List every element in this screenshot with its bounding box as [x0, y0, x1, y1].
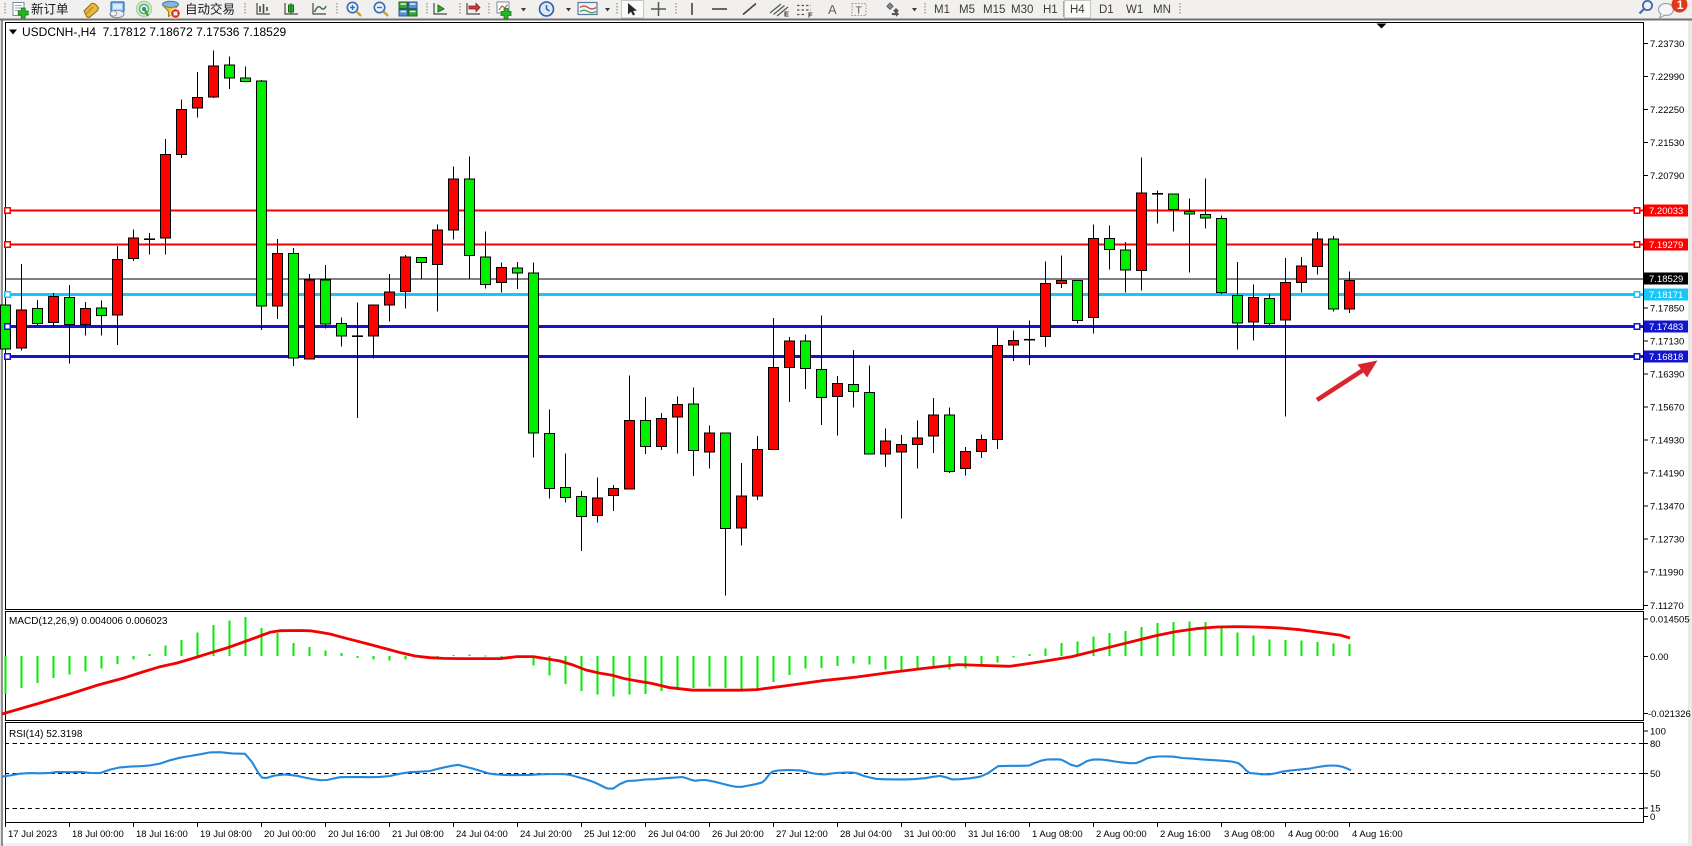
svg-text:50: 50 [1650, 769, 1661, 780]
svg-text:A: A [828, 2, 837, 17]
svg-text:H4: H4 [1070, 4, 1085, 16]
svg-text:MN: MN [1153, 4, 1171, 16]
svg-text:T: T [856, 5, 863, 17]
svg-text:80: 80 [1650, 739, 1661, 750]
svg-text:7.16818: 7.16818 [1649, 352, 1683, 363]
svg-text:27 Jul 12:00: 27 Jul 12:00 [776, 829, 828, 840]
svg-text:7.19279: 7.19279 [1649, 240, 1683, 251]
svg-text:26 Jul 04:00: 26 Jul 04:00 [648, 829, 700, 840]
svg-text:E: E [784, 10, 789, 19]
svg-text:31 Jul 00:00: 31 Jul 00:00 [904, 829, 956, 840]
svg-text:7.11270: 7.11270 [1650, 601, 1684, 612]
svg-text:7.20790: 7.20790 [1650, 171, 1684, 182]
svg-text:W1: W1 [1126, 4, 1143, 16]
svg-text:新订单: 新订单 [31, 2, 69, 17]
svg-text:7.14190: 7.14190 [1650, 469, 1684, 480]
svg-text:7.18529: 7.18529 [1649, 274, 1683, 285]
svg-text:1: 1 [1677, 0, 1684, 12]
svg-text:0.014505: 0.014505 [1650, 614, 1690, 625]
svg-text:18 Jul 16:00: 18 Jul 16:00 [136, 829, 188, 840]
svg-text:26 Jul 20:00: 26 Jul 20:00 [712, 829, 764, 840]
svg-text:7.20033: 7.20033 [1649, 206, 1683, 217]
svg-text:M15: M15 [983, 4, 1005, 16]
svg-text:RSI(14) 52.3198: RSI(14) 52.3198 [9, 729, 83, 740]
svg-text:7.12730: 7.12730 [1650, 535, 1684, 546]
svg-text:MACD(12,26,9) 0.004006 0.00602: MACD(12,26,9) 0.004006 0.006023 [9, 616, 168, 627]
svg-text:20 Jul 16:00: 20 Jul 16:00 [328, 829, 380, 840]
svg-text:USDCNH-,H4 7.17812 7.18672 7.: USDCNH-,H4 7.17812 7.18672 7.17536 7.185… [22, 25, 287, 39]
svg-text:2 Aug 00:00: 2 Aug 00:00 [1096, 829, 1147, 840]
svg-text:1 Aug 08:00: 1 Aug 08:00 [1032, 829, 1083, 840]
svg-text:24 Jul 20:00: 24 Jul 20:00 [520, 829, 572, 840]
svg-text:0.00: 0.00 [1650, 652, 1669, 663]
svg-text:自动交易: 自动交易 [185, 2, 235, 17]
svg-text:3 Aug 08:00: 3 Aug 08:00 [1224, 829, 1275, 840]
svg-text:7.16390: 7.16390 [1650, 369, 1684, 380]
svg-text:7.15670: 7.15670 [1650, 403, 1684, 414]
svg-text:7.18171: 7.18171 [1649, 290, 1683, 301]
svg-text:7.11990: 7.11990 [1650, 568, 1684, 579]
svg-text:7.17850: 7.17850 [1650, 303, 1684, 314]
svg-text:25 Jul 12:00: 25 Jul 12:00 [584, 829, 636, 840]
svg-text:17 Jul 2023: 17 Jul 2023 [8, 829, 57, 840]
svg-text:M30: M30 [1011, 4, 1033, 16]
svg-text:28 Jul 04:00: 28 Jul 04:00 [840, 829, 892, 840]
svg-text:0: 0 [1650, 812, 1655, 823]
svg-text:18 Jul 00:00: 18 Jul 00:00 [72, 829, 124, 840]
svg-text:7.23730: 7.23730 [1650, 39, 1684, 50]
svg-text:7.13470: 7.13470 [1650, 502, 1684, 513]
svg-text:4 Aug 16:00: 4 Aug 16:00 [1352, 829, 1403, 840]
svg-text:15: 15 [1650, 804, 1661, 815]
svg-text:31 Jul 16:00: 31 Jul 16:00 [968, 829, 1020, 840]
svg-text:20 Jul 00:00: 20 Jul 00:00 [264, 829, 316, 840]
svg-text:7.22990: 7.22990 [1650, 72, 1684, 83]
svg-text:2 Aug 16:00: 2 Aug 16:00 [1160, 829, 1211, 840]
svg-text:7.17130: 7.17130 [1650, 336, 1684, 347]
svg-text:7.17483: 7.17483 [1649, 322, 1683, 333]
svg-text:M1: M1 [934, 4, 950, 16]
svg-text:7.21530: 7.21530 [1650, 138, 1684, 149]
svg-text:F: F [808, 11, 813, 20]
svg-text:H1: H1 [1043, 4, 1058, 16]
svg-text:100: 100 [1650, 727, 1666, 738]
svg-text:-0.021326: -0.021326 [1648, 709, 1691, 720]
svg-text:4 Aug 00:00: 4 Aug 00:00 [1288, 829, 1339, 840]
svg-text:D1: D1 [1099, 4, 1114, 16]
svg-text:19 Jul 08:00: 19 Jul 08:00 [200, 829, 252, 840]
svg-text:7.14930: 7.14930 [1650, 436, 1684, 447]
svg-text:M5: M5 [959, 4, 975, 16]
svg-text:24 Jul 04:00: 24 Jul 04:00 [456, 829, 508, 840]
svg-text:21 Jul 08:00: 21 Jul 08:00 [392, 829, 444, 840]
svg-text:7.22250: 7.22250 [1650, 105, 1684, 116]
